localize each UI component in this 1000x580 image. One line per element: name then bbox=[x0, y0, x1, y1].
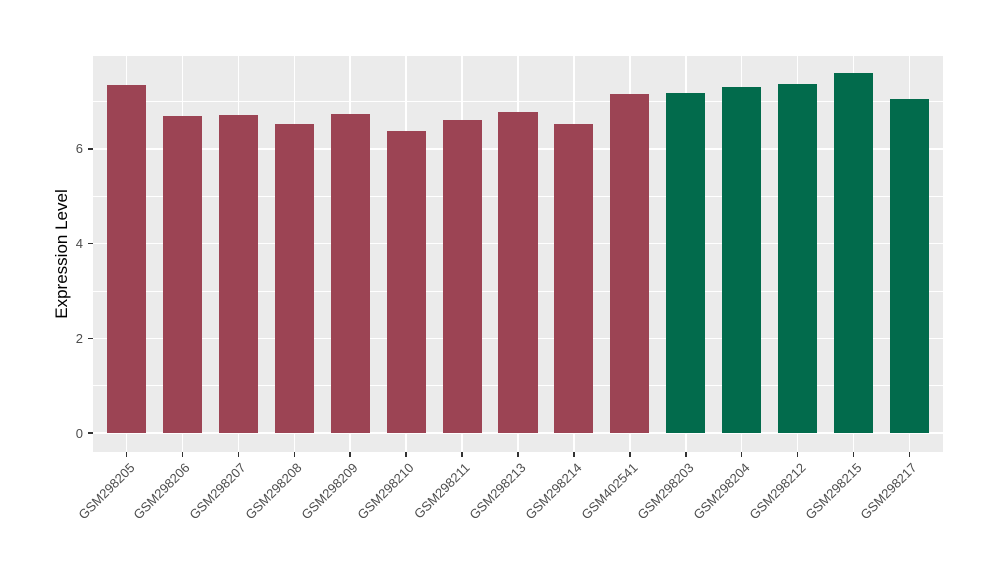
x-tick-mark bbox=[685, 452, 687, 457]
x-tick-mark bbox=[852, 452, 855, 457]
x-tick-mark bbox=[293, 452, 296, 457]
bar bbox=[610, 93, 650, 434]
x-tick-mark bbox=[908, 452, 911, 457]
x-tick-mark bbox=[125, 452, 128, 457]
bar bbox=[386, 130, 426, 434]
bar bbox=[218, 114, 258, 434]
x-tick-mark bbox=[405, 452, 407, 457]
y-tick-label: 0 bbox=[75, 425, 83, 441]
bar bbox=[889, 99, 930, 434]
x-tick-mark bbox=[349, 452, 351, 457]
y-tick-mark bbox=[88, 432, 93, 434]
bar bbox=[442, 119, 482, 434]
bar bbox=[274, 124, 314, 434]
y-axis-title: Expression Level bbox=[52, 189, 71, 319]
gridline-minor bbox=[93, 101, 943, 102]
x-tick-mark bbox=[796, 452, 799, 457]
x-tick-mark bbox=[237, 452, 240, 457]
bar bbox=[330, 114, 370, 434]
bar bbox=[498, 112, 538, 434]
bar bbox=[554, 124, 594, 434]
bar bbox=[833, 72, 874, 434]
x-tick-label: GSM298205 bbox=[74, 460, 138, 523]
y-tick-label: 6 bbox=[75, 141, 83, 157]
bar bbox=[162, 115, 203, 434]
x-tick-mark bbox=[740, 452, 743, 457]
bar bbox=[106, 84, 147, 434]
y-tick-label: 2 bbox=[75, 330, 83, 346]
plot-panel bbox=[93, 56, 943, 452]
x-tick-mark bbox=[181, 452, 184, 457]
bar bbox=[778, 84, 818, 434]
y-tick-mark bbox=[88, 337, 93, 340]
x-tick-mark bbox=[517, 452, 519, 457]
x-tick-mark bbox=[629, 452, 631, 457]
gridline-major bbox=[93, 432, 943, 434]
bar bbox=[666, 93, 706, 434]
y-tick-mark bbox=[88, 148, 93, 150]
bar bbox=[722, 87, 762, 434]
x-tick-mark bbox=[573, 452, 575, 457]
y-tick-label: 4 bbox=[75, 236, 83, 252]
y-tick-mark bbox=[88, 242, 93, 245]
x-tick-mark bbox=[461, 452, 463, 457]
